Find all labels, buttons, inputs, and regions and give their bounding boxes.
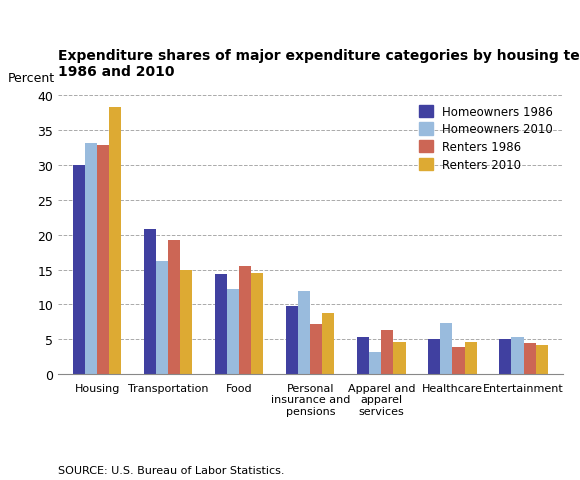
Text: SOURCE: U.S. Bureau of Labor Statistics.: SOURCE: U.S. Bureau of Labor Statistics.: [58, 465, 285, 475]
Bar: [251, 274, 263, 374]
Bar: [73, 166, 85, 374]
Bar: [310, 324, 322, 374]
Bar: [239, 266, 251, 374]
Bar: [512, 337, 524, 374]
Text: Percent: Percent: [8, 72, 55, 85]
Bar: [215, 275, 227, 374]
Bar: [452, 347, 465, 374]
Bar: [322, 313, 335, 374]
Bar: [156, 262, 168, 374]
Bar: [440, 323, 452, 374]
Bar: [109, 108, 121, 374]
Bar: [97, 146, 109, 374]
Bar: [524, 343, 535, 374]
Bar: [357, 337, 369, 374]
Text: Expenditure shares of major expenditure categories by housing tenure,
1986 and 2: Expenditure shares of major expenditure …: [58, 49, 580, 79]
Bar: [298, 291, 310, 374]
Bar: [393, 342, 405, 374]
Bar: [227, 289, 239, 374]
Bar: [85, 144, 97, 374]
Bar: [382, 330, 393, 374]
Bar: [144, 229, 156, 374]
Bar: [535, 345, 548, 374]
Bar: [168, 240, 180, 374]
Bar: [465, 342, 477, 374]
Legend: Homeowners 1986, Homeowners 2010, Renters 1986, Renters 2010: Homeowners 1986, Homeowners 2010, Renter…: [415, 102, 557, 175]
Bar: [369, 352, 382, 374]
Bar: [499, 339, 512, 374]
Bar: [180, 270, 193, 374]
Bar: [286, 306, 298, 374]
Bar: [428, 339, 440, 374]
